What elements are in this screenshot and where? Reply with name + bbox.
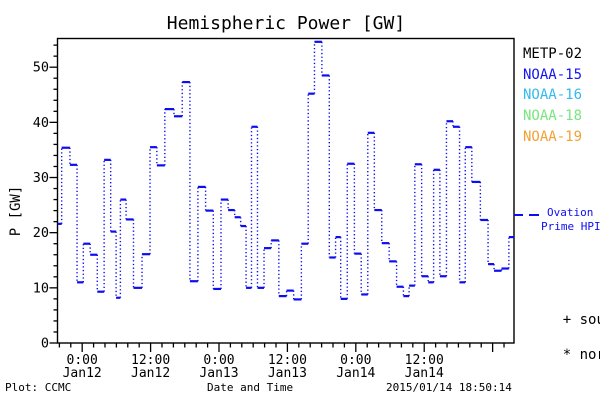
svg-text:40: 40 — [33, 115, 49, 131]
ovation-line-sample-dash — [514, 214, 523, 216]
svg-text:12:00: 12:00 — [405, 353, 444, 368]
svg-text:12:00: 12:00 — [131, 353, 170, 368]
svg-text:0: 0 — [41, 336, 49, 352]
chart-title: Hemispheric Power [GW] — [167, 13, 405, 34]
ovation-line-sample-dash — [529, 214, 539, 216]
legend-south: + south — [529, 298, 600, 342]
svg-text:12:00: 12:00 — [268, 353, 307, 368]
svg-text:0:00: 0:00 — [203, 353, 234, 368]
svg-text:50: 50 — [33, 60, 49, 76]
footer-plot-source: Plot: CCMC — [5, 381, 72, 394]
svg-text:0:00: 0:00 — [340, 353, 371, 368]
ovation-hpi-curve — [57, 40, 514, 301]
legend-item-metp02: METP-02 — [523, 46, 583, 62]
svg-text:Jan12: Jan12 — [63, 366, 102, 381]
legend-north-label: north — [579, 346, 600, 363]
legend-ovation-line2: Prime HPI — [541, 220, 600, 233]
svg-text:Jan14: Jan14 — [405, 366, 444, 381]
legend-item-noaa19: NOAA-19 — [523, 129, 583, 145]
svg-text:Jan13: Jan13 — [268, 366, 307, 381]
x-axis-title: Date and Time — [207, 381, 294, 394]
svg-text:Jan13: Jan13 — [199, 366, 238, 381]
asterisk-symbol: * — [562, 346, 572, 363]
svg-text:30: 30 — [33, 170, 49, 186]
svg-text:Jan14: Jan14 — [336, 366, 375, 381]
plus-symbol: + — [562, 311, 572, 328]
legend-item-noaa16: NOAA-16 — [523, 87, 583, 103]
legend-south-label: south — [579, 311, 600, 328]
legend-item-noaa15: NOAA-15 — [523, 67, 583, 83]
svg-text:Jan12: Jan12 — [131, 366, 170, 381]
footer-timestamp: 2015/01/14 18:50:14 — [386, 381, 512, 394]
legend-item-noaa18: NOAA-18 — [523, 108, 583, 124]
axes: 0:00Jan1212:00Jan120:00Jan1312:00Jan130:… — [33, 37, 515, 381]
y-axis-label: P [GW] — [8, 186, 24, 237]
legend-north: * north — [529, 333, 600, 377]
svg-text:10: 10 — [33, 280, 49, 296]
svg-text:20: 20 — [33, 225, 49, 241]
legend-ovation-line1: Ovation — [547, 206, 594, 219]
svg-text:0:00: 0:00 — [67, 353, 98, 368]
